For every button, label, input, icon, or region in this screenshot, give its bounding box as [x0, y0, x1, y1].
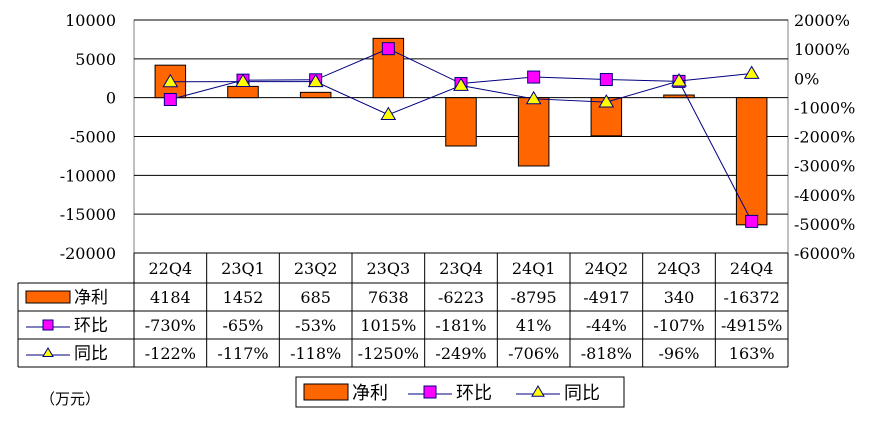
data-label-23q4: -181%	[435, 316, 486, 335]
legend: 净利 环比 同比	[295, 376, 625, 408]
triangle-point-23q2	[307, 73, 324, 88]
category-label-23q3: 23Q3	[367, 259, 411, 278]
data-label-23q2: 685	[300, 288, 331, 307]
triangle-point-24q2	[598, 94, 615, 108]
triangle-point-22q4	[162, 73, 179, 88]
left-tick-label: -5000	[70, 128, 116, 147]
legend-box	[295, 376, 625, 408]
bar-24q3	[663, 94, 695, 99]
table-series-name: 环比	[74, 316, 108, 336]
square-point-23q3	[381, 42, 395, 56]
square-point-24q4	[745, 214, 759, 228]
data-label-22q4: -730%	[145, 316, 196, 335]
data-label-24q2: -4917	[583, 288, 629, 307]
data-label-23q1: 1452	[223, 288, 264, 307]
left-tick-label: -10000	[60, 166, 116, 185]
data-label-23q1: -65%	[223, 316, 264, 335]
data-label-24q4: -4915%	[721, 316, 782, 335]
data-label-23q2: -118%	[290, 344, 341, 363]
data-label-24q2: -44%	[586, 316, 627, 335]
data-label-23q4: -6223	[438, 288, 484, 307]
data-label-22q4: -122%	[145, 344, 196, 363]
category-label-23q2: 23Q2	[294, 259, 338, 278]
right-tick-label: -6000%	[794, 244, 855, 263]
data-label-24q1: 41%	[516, 316, 552, 335]
data-label-24q4: 163%	[729, 344, 775, 363]
legend-key-bar	[303, 383, 349, 401]
bar-24q4	[735, 97, 768, 226]
left-tick-label: 10000	[65, 11, 116, 30]
category-label-22q4: 22Q4	[149, 259, 193, 278]
right-tick-label: -5000%	[794, 215, 855, 234]
category-label-24q4: 24Q4	[730, 259, 774, 278]
triangle-point-23q1	[235, 73, 251, 88]
data-table: 22Q4 23Q1 23Q2 23Q3 23Q4 24Q1 24Q2 24Q3 24Q4 净利 41…	[17, 252, 789, 368]
square-point-24q2	[599, 73, 613, 87]
data-label-24q1: -706%	[508, 344, 559, 363]
right-tick-label: -2000%	[794, 128, 855, 147]
data-label-23q1: -117%	[217, 344, 268, 363]
data-label-23q4: -249%	[435, 344, 486, 363]
bar-23q1	[227, 85, 259, 99]
data-label-24q3: -107%	[653, 316, 704, 335]
right-tick-label: 2000%	[794, 11, 850, 30]
triangle-point-24q1	[525, 90, 542, 105]
category-label-23q4: 23Q4	[439, 259, 483, 278]
left-tick-label: 5000	[75, 50, 116, 69]
data-label-24q1: -8795	[511, 288, 557, 307]
square-point-24q1	[527, 70, 541, 84]
category-label-24q2: 24Q2	[585, 259, 629, 278]
right-tick-label: 1000%	[794, 40, 850, 59]
bar-23q2	[299, 91, 332, 99]
right-tick-label: -1000%	[794, 98, 855, 117]
data-label-24q2: -818%	[581, 344, 632, 363]
left-axis: 10000 5000 0 -5000 -10000 -15000 -20000	[60, 11, 116, 263]
legend-triangle-icon	[531, 385, 545, 397]
table-key-triangle-icon	[42, 347, 54, 357]
legend-label: 净利	[352, 383, 388, 404]
square-point-22q4	[163, 93, 177, 107]
triangle-point-24q4	[743, 65, 760, 79]
data-label-24q3: 340	[664, 288, 695, 307]
table-key-square-icon	[42, 319, 54, 331]
data-label-24q3: -96%	[659, 344, 700, 363]
triangle-point-23q3	[380, 106, 397, 121]
table-series-name: 同比	[74, 344, 108, 364]
left-tick-label: -15000	[60, 205, 116, 224]
bar-24q1	[517, 97, 550, 167]
data-label-23q2: -53%	[295, 316, 336, 335]
unit-label: （万元）	[40, 390, 100, 408]
data-label-23q3: 7638	[368, 288, 409, 307]
data-label-22q4: 4184	[150, 288, 191, 307]
category-label-24q3: 24Q3	[657, 259, 701, 278]
category-label-23q1: 23Q1	[221, 259, 265, 278]
right-axis: 2000% 1000% 0% -1000% -2000% -3000% -4000% -500…	[794, 11, 855, 263]
bar-23q4	[445, 97, 477, 147]
legend-square-icon	[423, 385, 437, 399]
legend-label: 同比	[564, 383, 600, 404]
legend-label: 环比	[456, 383, 492, 404]
data-label-23q3: -1250%	[358, 344, 419, 363]
data-label-23q3: 1015%	[360, 316, 416, 335]
triangle-point-24q3	[671, 73, 687, 87]
line-series	[162, 42, 760, 228]
category-label-24q1: 24Q1	[512, 259, 556, 278]
right-tick-label: 0%	[794, 69, 819, 88]
left-tick-label: -20000	[60, 244, 116, 263]
right-tick-label: -3000%	[794, 157, 855, 176]
left-tick-label: 0	[106, 89, 116, 108]
right-tick-label: -4000%	[794, 186, 855, 205]
table-key-bar	[25, 290, 71, 304]
data-label-24q4: -16372	[724, 288, 780, 307]
table-series-name: 净利	[74, 288, 108, 308]
triangle-point-23q4	[453, 77, 469, 91]
